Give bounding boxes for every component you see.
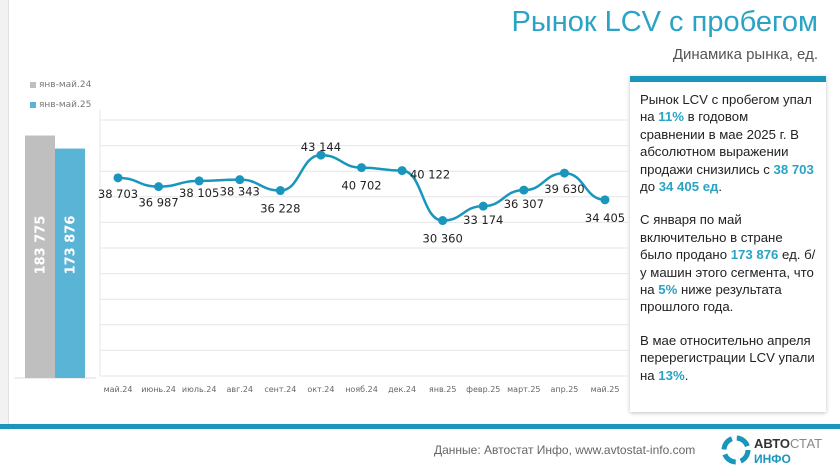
x-tick-label: янв.25: [429, 385, 456, 394]
x-tick-label: нояб.24: [345, 385, 378, 394]
data-label: 36 307: [504, 197, 544, 211]
page-title: Рынок LCV с пробегом: [511, 6, 818, 38]
x-tick-label: март.25: [507, 385, 540, 394]
legend-label: янв-май.25: [39, 100, 92, 110]
data-label: 34 405: [585, 211, 625, 225]
data-point: [559, 168, 569, 178]
data-label: 39 630: [544, 182, 584, 196]
data-label: 43 144: [301, 140, 341, 154]
x-tick-label: июль.24: [182, 385, 216, 394]
x-tick-label: февр.25: [466, 385, 500, 394]
paragraph-2: С января по май включительно в стране бы…: [640, 212, 816, 315]
bar-label: 173 876: [64, 216, 79, 275]
svg-text:ИНФО: ИНФО: [754, 452, 791, 466]
data-point: [600, 195, 610, 205]
data-point: [275, 186, 285, 196]
x-tick-label: авг.24: [226, 385, 253, 394]
data-point: [357, 163, 366, 173]
legend-label: янв-май.24: [39, 80, 92, 90]
bar-label: 183 775: [34, 216, 49, 275]
data-point: [519, 185, 529, 195]
data-label: 38 703: [98, 187, 138, 201]
data-point: [316, 150, 326, 160]
source-text: Данные: Автостат Инфо, www.avtostat-info…: [434, 443, 696, 457]
data-label: 38 105: [179, 186, 219, 200]
data-label: 40 122: [410, 168, 450, 182]
paragraph-1: Рынок LCV с пробегом упал на 11% в годов…: [640, 92, 814, 195]
data-label: 38 343: [220, 185, 260, 199]
x-tick-label: май.24: [104, 385, 133, 394]
data-point: [235, 175, 245, 185]
legend-swatch: [30, 82, 36, 88]
data-point: [113, 173, 123, 183]
x-tick-label: июнь.24: [141, 385, 176, 394]
commentary-panel: Рынок LCV с пробегом упал на 11% в годов…: [630, 76, 826, 412]
svg-text:АВТОСТАТ: АВТОСТАТ: [754, 436, 822, 451]
legend-item-2025: янв-май.25: [30, 100, 91, 110]
data-point: [194, 176, 204, 186]
data-label: 36 987: [138, 196, 178, 210]
data-point: [154, 182, 164, 192]
x-tick-label: дек.24: [388, 385, 416, 394]
left-border: [0, 0, 9, 430]
data-label: 40 702: [341, 179, 381, 193]
x-tick-label: сент.24: [264, 385, 296, 394]
data-point: [438, 216, 448, 226]
footer-bar: [0, 424, 840, 429]
x-tick-label: май.25: [591, 385, 620, 394]
avtostat-logo: АВТОСТАТ ИНФО: [720, 432, 835, 468]
data-label: 30 360: [423, 232, 463, 246]
x-tick-label: апр.25: [550, 385, 578, 394]
bar-2024: [25, 135, 55, 378]
chart: 183 775 173 876 38 703 май.24 36 987 июнь.24 3…: [14, 110, 628, 394]
bar-2025: [55, 148, 85, 378]
legend-item-2024: янв-май.24: [30, 80, 91, 90]
paragraph-3: В мае относительно апреля перерегистраци…: [640, 332, 815, 383]
data-point: [478, 201, 488, 211]
data-label: 33 174: [463, 213, 503, 227]
data-label: 36 228: [260, 202, 300, 216]
x-tick-label: окт.24: [307, 385, 334, 394]
data-point: [397, 166, 407, 176]
page-subtitle: Динамика рынка, ед.: [672, 46, 818, 63]
legend-swatch: [30, 102, 36, 108]
